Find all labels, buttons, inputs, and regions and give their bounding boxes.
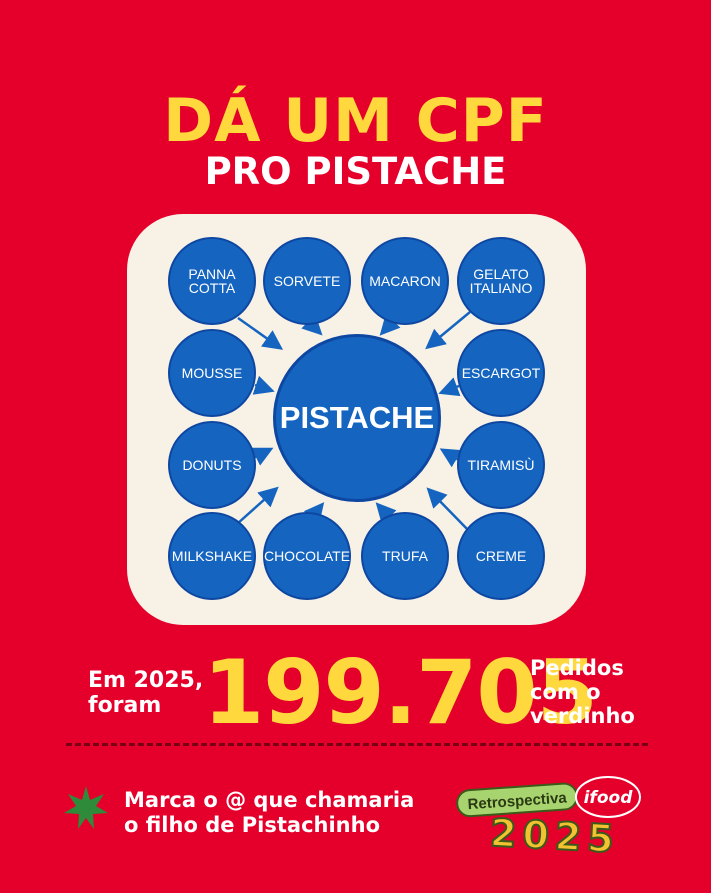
node-trufa: TRUFA: [361, 512, 449, 600]
node-macaron: MACARON: [361, 237, 449, 325]
node-escargot: ESCARGOT: [457, 329, 545, 417]
logo-label: Retrospectiva: [467, 789, 568, 813]
arrow-mousse: [252, 375, 275, 395]
arrow-milkshake: [236, 486, 279, 525]
logo-year: 2025: [489, 811, 621, 855]
headline-subtitle: PRO PISTACHE: [204, 150, 507, 193]
node-panna-cotta: PANNA COTTA: [168, 237, 256, 325]
arrow-panna-cotta: [237, 316, 284, 350]
stat-suffix: Pedidos com o verdinho: [530, 656, 635, 728]
headline-title: DÁ UM CPF: [163, 86, 548, 156]
node-chocolate: CHOCOLATE: [263, 512, 351, 600]
ifood-retrospectiva-logo: Retrospectiva ifood 2025: [456, 776, 641, 855]
node-milkshake: MILKSHAKE: [168, 512, 256, 600]
node-donuts: DONUTS: [168, 421, 256, 509]
arrow-escargot: [438, 377, 461, 397]
stat-number: 199.705: [203, 641, 598, 744]
node-tiramisu: TIRAMISÙ: [457, 421, 545, 509]
diagram-panel: PISTACHE PANNA COTTA SORVETE MACARON GEL…: [127, 214, 586, 625]
node-mousse: MOUSSE: [168, 329, 256, 417]
arrow-creme: [426, 487, 471, 533]
node-gelato-italiano: GELATO ITALIANO: [457, 237, 545, 325]
center-node-pistache: PISTACHE: [273, 334, 441, 502]
arrow-donuts: [251, 447, 274, 466]
arrow-tiramisu: [439, 448, 463, 468]
stat-prefix: Em 2025, foram: [88, 668, 204, 718]
call-to-action: Marca o @ que chamaria o filho de Pistac…: [124, 788, 415, 837]
divider: [66, 743, 648, 746]
logo-brand: ifood: [584, 788, 634, 808]
arrow-gelato: [425, 311, 471, 350]
star-icon: [64, 786, 108, 829]
node-creme: CREME: [457, 512, 545, 600]
node-sorvete: SORVETE: [263, 237, 351, 325]
